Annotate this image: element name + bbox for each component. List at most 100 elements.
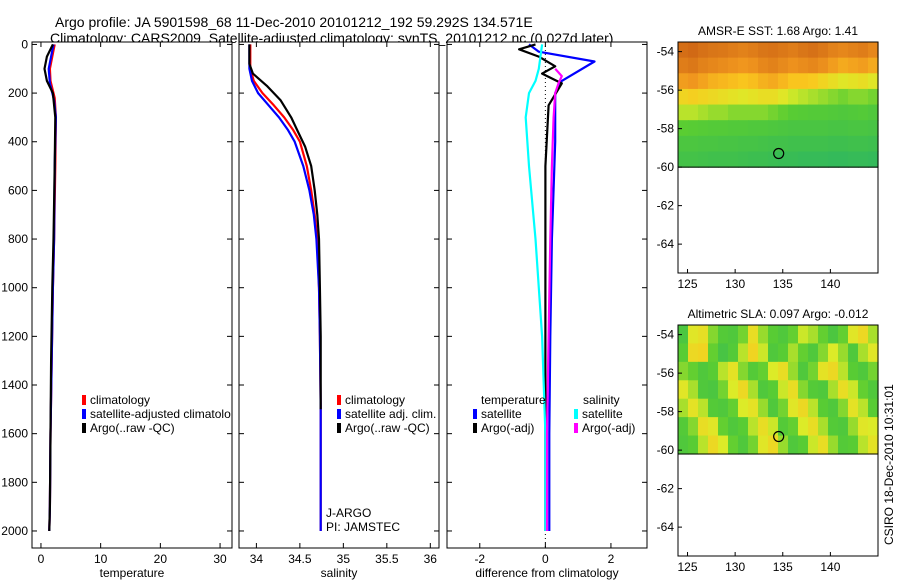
sla-map-xtick-label: 130 — [725, 560, 745, 574]
sla-map-cell — [708, 398, 719, 418]
sla-map-cell — [858, 325, 869, 345]
sst-map-cell — [778, 88, 789, 106]
sla-map-title: Altimetric SLA: 0.097 Argo: -0.012 — [688, 307, 869, 321]
sst-map-cell — [828, 120, 839, 137]
sla-map-cell — [798, 398, 809, 418]
sst-map-cell — [738, 42, 749, 59]
sla-map-cell — [808, 380, 819, 400]
sst-map-cell — [758, 104, 769, 121]
sla-map-cell — [838, 398, 849, 418]
sla-map-cell — [688, 325, 699, 345]
sla-map-cell — [818, 398, 829, 418]
sst-map-cell — [838, 57, 849, 74]
sst-map-cell — [678, 120, 689, 137]
sst-map-cell — [868, 151, 879, 168]
sla-map-cell — [818, 343, 829, 363]
sla-map-cell — [698, 343, 709, 363]
sst-map-cell — [808, 104, 819, 121]
salinity-xtick-label: 34.5 — [288, 552, 312, 566]
sla-map-cell — [708, 343, 719, 363]
sst-map-cell — [838, 42, 849, 59]
sst-map-cell — [838, 120, 849, 137]
sst-map-cell — [718, 88, 729, 106]
temperature-ytick-label: 1000 — [1, 281, 28, 295]
sla-map-cell — [848, 435, 859, 455]
sst-map-cell — [688, 42, 699, 59]
sla-map-xtick-label: 135 — [773, 560, 793, 574]
sla-map-argo-marker — [773, 430, 785, 443]
sst-map-cell — [858, 88, 869, 106]
difference-series-salinity-satellite — [524, 44, 547, 531]
sla-map-cells — [678, 325, 879, 455]
sla-map-cell — [758, 435, 769, 455]
sla-map-cell — [778, 325, 789, 345]
sla-map-cell — [808, 417, 819, 437]
sst-map-cell — [808, 42, 819, 59]
sst-map-cell — [818, 42, 829, 59]
temperature-ytick-label: 600 — [8, 183, 28, 197]
sst-map-cell — [688, 151, 699, 168]
sst-map-title: AMSR-E SST: 1.68 Argo: 1.41 — [698, 24, 858, 38]
sla-map-cell — [778, 361, 789, 381]
sla-map-cell — [738, 325, 749, 345]
sla-map-cell — [808, 325, 819, 345]
sla-map-cell — [808, 398, 819, 418]
salinity-legend-climatology-swatch — [337, 395, 341, 405]
sst-map-cell — [788, 42, 799, 59]
sla-map-cell — [838, 435, 849, 455]
sst-map-cell — [698, 120, 709, 137]
sst-map-argo-marker — [773, 147, 785, 160]
salinity-legend-argo-swatch — [337, 423, 341, 433]
sst-map-cell — [818, 135, 829, 153]
sla-map-cell — [828, 398, 839, 418]
sst-map-cell — [798, 73, 809, 90]
sst-map-cell — [768, 88, 779, 106]
sst-map-cell — [738, 57, 749, 74]
sst-map-cell — [768, 42, 779, 59]
sst-map-cell — [728, 135, 739, 153]
sst-map-cell — [858, 120, 869, 137]
sst-map-cell — [718, 104, 729, 121]
temperature-xlabel: temperature — [100, 566, 165, 580]
sla-map-cell — [748, 343, 759, 363]
sst-map-cell — [708, 57, 719, 74]
temperature-xtick-label: 10 — [94, 552, 108, 566]
sst-map-cell — [688, 120, 699, 137]
temperature-ytick-label: 0 — [21, 37, 28, 51]
sla-map-xtick-label: 140 — [820, 560, 840, 574]
sla-map-cell — [758, 417, 769, 437]
sla-map-cell — [748, 361, 759, 381]
sst-map-cell — [818, 57, 829, 74]
sst-map-cell — [858, 73, 869, 90]
sla-map-cell — [768, 435, 779, 455]
sla-map-cell — [698, 417, 709, 437]
sla-map-cell — [738, 343, 749, 363]
sst-map-cell — [848, 151, 859, 168]
sla-map-cell — [788, 435, 799, 455]
sla-map-cell — [728, 361, 739, 381]
sla-map-cell — [678, 361, 689, 381]
sla-map-cell — [808, 361, 819, 381]
temperature-ytick-label: 1200 — [1, 329, 28, 343]
difference-series-salinity-argo-adj- — [545, 68, 563, 531]
sla-map-cell — [788, 325, 799, 345]
sla-map-cell — [718, 435, 729, 455]
sst-map-cell — [788, 73, 799, 90]
temperature-legend-argo-label: Argo(..raw -QC) — [90, 421, 175, 435]
sst-map-cell — [688, 104, 699, 121]
sla-map-cell — [848, 343, 859, 363]
sst-map-cell — [708, 104, 719, 121]
sst-map-cell — [778, 135, 789, 153]
sst-map-cell — [738, 151, 749, 168]
sst-map-xtick-label: 125 — [678, 277, 698, 291]
sla-map-cell — [858, 361, 869, 381]
sla-map-ytick-label: -60 — [657, 443, 675, 457]
sst-map-cell — [868, 88, 879, 106]
sst-map-cell — [718, 120, 729, 137]
sst-map-cell — [858, 57, 869, 74]
sla-map-cell — [868, 380, 879, 400]
sla-map-cell — [738, 361, 749, 381]
sla-map-cell — [728, 325, 739, 345]
sla-map-cell — [708, 325, 719, 345]
sst-map-cell — [768, 104, 779, 121]
